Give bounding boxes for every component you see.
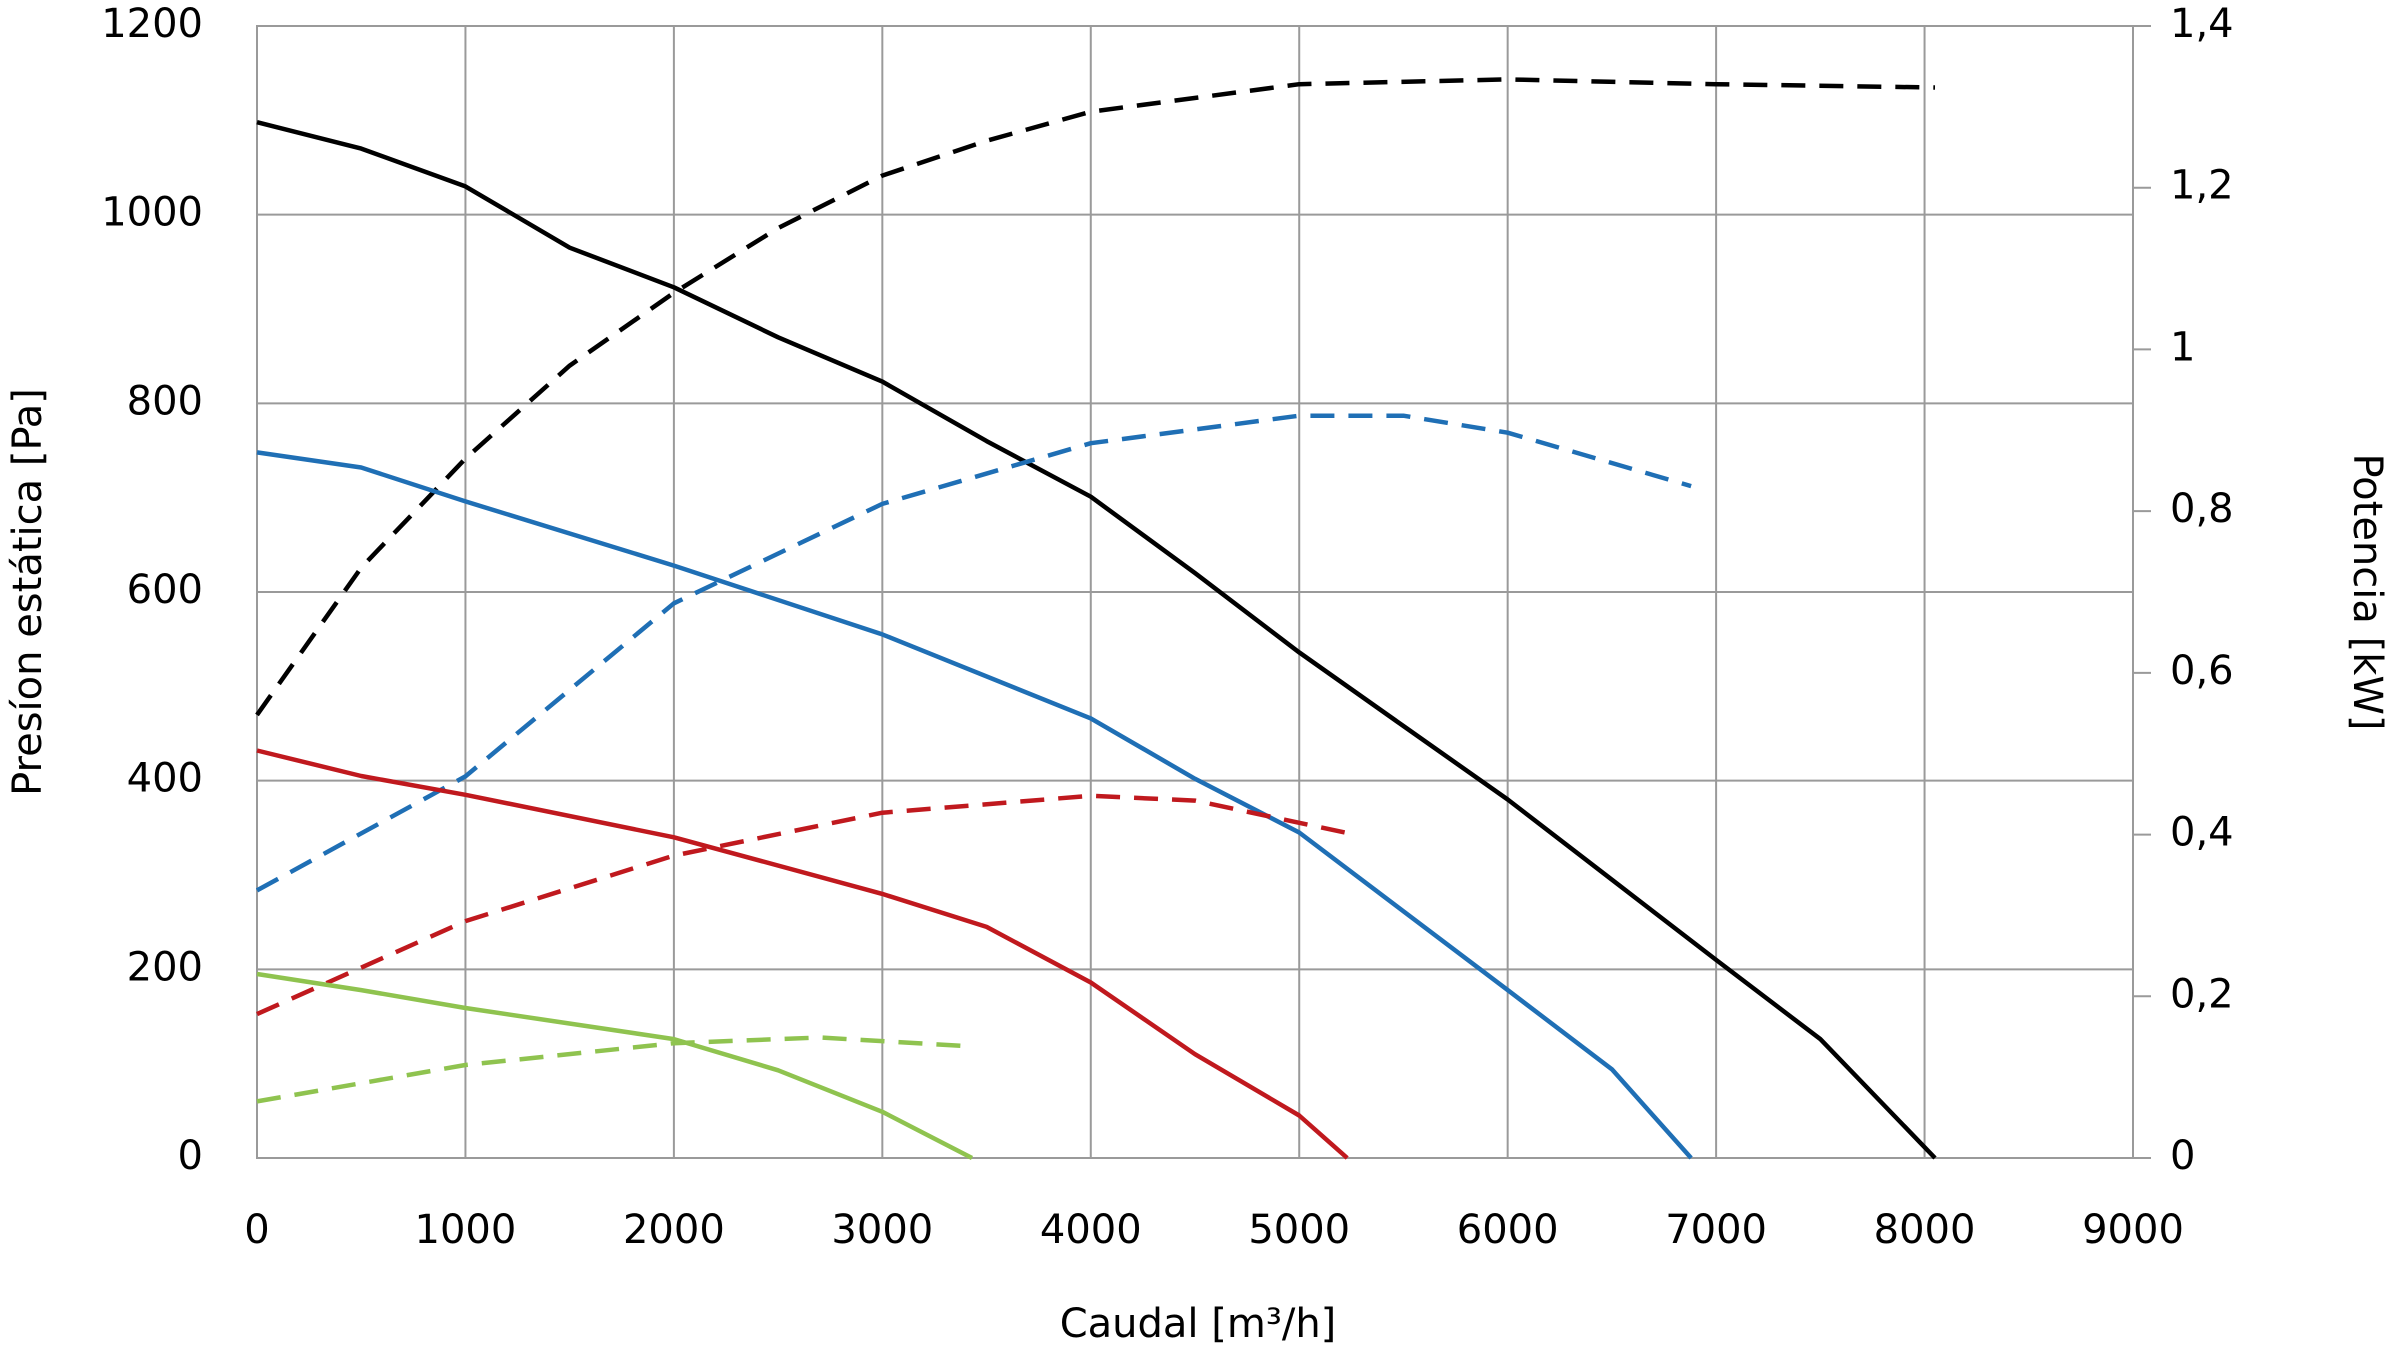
y2-tick-label: 0,8 bbox=[2170, 486, 2234, 532]
y-tick-label: 1000 bbox=[101, 190, 203, 236]
x-tick-label: 3000 bbox=[831, 1207, 933, 1253]
dashed-line bbox=[256, 1035, 973, 1104]
x-tick-label: 7000 bbox=[1665, 1207, 1767, 1253]
x-tick-label: 9000 bbox=[2082, 1207, 2184, 1253]
y2-tick-label: 0,2 bbox=[2170, 971, 2234, 1017]
y-axis-label: Presíon estática [Pa] bbox=[5, 388, 51, 796]
line bbox=[256, 748, 1349, 1160]
x-axis-label: Caudal [m³/h] bbox=[1060, 1301, 1337, 1347]
y2-tick-label: 1,4 bbox=[2170, 1, 2234, 47]
y2-tick-label: 0,4 bbox=[2170, 810, 2234, 856]
x-tick-label: 2000 bbox=[623, 1207, 725, 1253]
y-tick-label: 800 bbox=[127, 378, 203, 424]
dashed-line bbox=[256, 793, 1348, 1017]
x-tick-label: 5000 bbox=[1248, 1207, 1350, 1253]
y2-tick-label: 0 bbox=[2170, 1133, 2195, 1179]
y2-tick-label: 1,2 bbox=[2170, 163, 2234, 209]
y2-axis-label: Potencia [kW] bbox=[2344, 453, 2390, 730]
x-tick-label: 4000 bbox=[1040, 1207, 1142, 1253]
y-tick-label: 1200 bbox=[101, 1, 203, 47]
y2-tick-label: 1 bbox=[2170, 324, 2195, 370]
dashed-line bbox=[255, 77, 1936, 717]
line bbox=[256, 971, 974, 1161]
x-tick-label: 8000 bbox=[1874, 1207, 1976, 1253]
y-tick-label: 0 bbox=[178, 1133, 203, 1179]
y-tick-label: 400 bbox=[127, 756, 203, 802]
y-tick-label: 200 bbox=[127, 944, 203, 990]
y2-tick-label: 0,6 bbox=[2170, 648, 2234, 694]
line bbox=[256, 120, 1937, 1160]
dashed-line bbox=[255, 413, 1692, 893]
x-tick-label: 0 bbox=[244, 1207, 269, 1253]
line bbox=[256, 450, 1693, 1160]
x-tick-label: 6000 bbox=[1457, 1207, 1559, 1253]
x-tick-label: 1000 bbox=[415, 1207, 517, 1253]
y-tick-label: 600 bbox=[127, 567, 203, 613]
